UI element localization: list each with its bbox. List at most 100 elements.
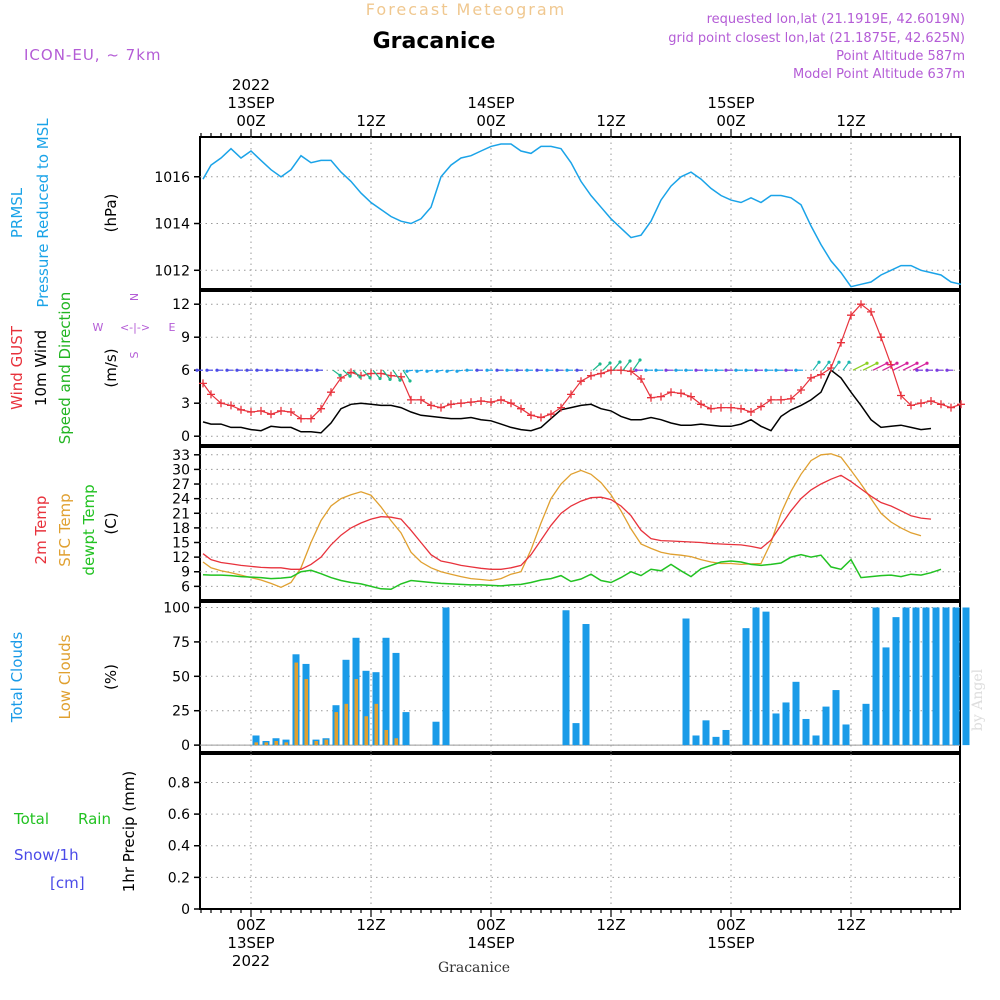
wind-direction-arrow xyxy=(362,369,371,379)
gust-label: Wind GUST xyxy=(8,325,26,410)
wind-direction-arrow-head xyxy=(714,368,718,372)
gust-marker xyxy=(407,395,415,404)
temp-2m-line xyxy=(202,474,932,570)
gust-line xyxy=(202,303,962,420)
wind-speed-line xyxy=(202,369,932,434)
gust-marker xyxy=(907,401,915,410)
low-cloud-bar xyxy=(384,729,388,746)
dewpt-label: dewpt Temp xyxy=(80,484,98,575)
wind-direction-arrow-head xyxy=(847,360,851,364)
panel-frame-pressure xyxy=(199,136,961,290)
gust-marker xyxy=(717,403,725,412)
pressure-label-short: PRMSL xyxy=(8,187,26,238)
top-axis-label: 13SEP xyxy=(227,94,274,112)
gust-marker xyxy=(737,404,745,413)
y-tick-label: 0.8 xyxy=(168,775,190,791)
y-axis-label-temperature: (C) xyxy=(102,512,120,534)
low-cloud-bar xyxy=(294,662,298,746)
gust-marker xyxy=(747,408,755,416)
wind-direction-arrow-head xyxy=(935,368,939,372)
wind-direction-arrow-head xyxy=(195,368,199,372)
bottom-axis-label: 2022 xyxy=(232,952,270,970)
wind-direction-arrow-head xyxy=(405,369,409,373)
wind-direction-arrow xyxy=(812,361,820,371)
top-axis-label: 14SEP xyxy=(467,94,514,112)
total-cloud-bar xyxy=(962,607,970,746)
wind-direction-arrow-head xyxy=(618,360,622,364)
bottom-axis-label: 12Z xyxy=(596,916,625,934)
y-tick-label: 0 xyxy=(181,902,190,918)
wind-direction-arrow xyxy=(382,369,391,380)
wind-direction-arrow xyxy=(892,362,908,371)
wind-direction-arrow-head xyxy=(495,368,499,372)
bottom-axis-label: 14SEP xyxy=(467,934,514,952)
top-axis-label: 12Z xyxy=(356,112,385,130)
wind-direction-arrow-head xyxy=(628,359,632,363)
y-axis-label-clouds: (%) xyxy=(102,664,120,690)
gust-marker xyxy=(837,338,845,347)
chart-panels: 1012101410160369126912151821242730330255… xyxy=(154,136,961,918)
gust-marker xyxy=(277,406,285,415)
pressure-label-long: Pressure Reduced to MSL xyxy=(34,118,52,308)
total-cloud-bar xyxy=(382,637,390,746)
wind-direction-arrow-head xyxy=(674,368,678,372)
gust-marker xyxy=(577,377,585,386)
snow-label: Snow/1h xyxy=(14,846,79,864)
y-tick-label: 25 xyxy=(172,704,190,720)
wind-direction-arrow-head xyxy=(827,360,831,364)
wind-direction-arrow-head xyxy=(945,368,949,372)
y-axis-label-wind: (m/s) xyxy=(102,348,120,387)
gust-marker xyxy=(257,406,265,415)
wind-direction-arrow-head xyxy=(915,368,919,372)
y-tick-label: 3 xyxy=(181,396,190,412)
compass-west: W xyxy=(93,321,104,334)
wind-direction-arrow-head xyxy=(305,368,309,372)
total-cloud-bar xyxy=(752,607,760,746)
wind-direction-arrow-head xyxy=(465,368,469,372)
wind-direction-arrow-head xyxy=(505,368,509,372)
bottom-axis-label: 00Z xyxy=(716,916,745,934)
low-clouds-label: Low Clouds xyxy=(56,634,74,719)
gust-marker xyxy=(867,307,875,316)
point-altitude: Point Altitude 587m xyxy=(836,49,965,64)
gust-marker xyxy=(497,395,505,404)
total-cloud-bar xyxy=(872,607,880,746)
wind-direction-arrow-head xyxy=(245,368,249,372)
y-tick-label: 0.2 xyxy=(168,870,190,886)
low-cloud-bar xyxy=(314,740,318,746)
gust-marker xyxy=(507,399,515,408)
wind-direction-arrow-head xyxy=(684,368,688,372)
rain-label-total: Total xyxy=(13,810,49,828)
wind-direction-arrow xyxy=(612,361,621,371)
wind-direction-arrow xyxy=(832,361,840,371)
low-cloud-bar xyxy=(364,716,368,746)
wind-direction-arrow-head xyxy=(415,369,419,373)
wind-direction-arrow-head xyxy=(704,368,708,372)
gust-marker xyxy=(487,398,495,407)
gust-marker xyxy=(477,397,485,405)
total-cloud-bar xyxy=(772,713,780,746)
low-cloud-bar xyxy=(324,739,328,746)
gust-marker xyxy=(877,333,885,342)
wind-direction-arrow-head xyxy=(865,361,869,365)
rain-label-rain: Rain xyxy=(78,810,111,828)
wind-direction-arrow xyxy=(902,362,918,371)
gust-marker xyxy=(707,404,715,413)
wind-direction-arrow-head xyxy=(654,368,658,372)
gust-marker xyxy=(467,398,475,407)
total-cloud-bar xyxy=(792,681,800,746)
wind-direction-arrow-head xyxy=(875,361,879,365)
y-tick-label: 100 xyxy=(163,601,190,617)
wind-direction-arrow-head xyxy=(608,361,612,365)
total-cloud-bar xyxy=(392,652,400,746)
total-cloud-bar xyxy=(252,735,260,746)
total-cloud-bar xyxy=(692,735,700,746)
gust-marker xyxy=(647,393,655,402)
gust-marker xyxy=(287,408,295,416)
wind-direction-arrow-head xyxy=(215,368,219,372)
sfc-temp-label: SFC Temp xyxy=(56,493,74,566)
wind-direction-arrow xyxy=(912,362,928,371)
gust-marker xyxy=(307,414,315,423)
